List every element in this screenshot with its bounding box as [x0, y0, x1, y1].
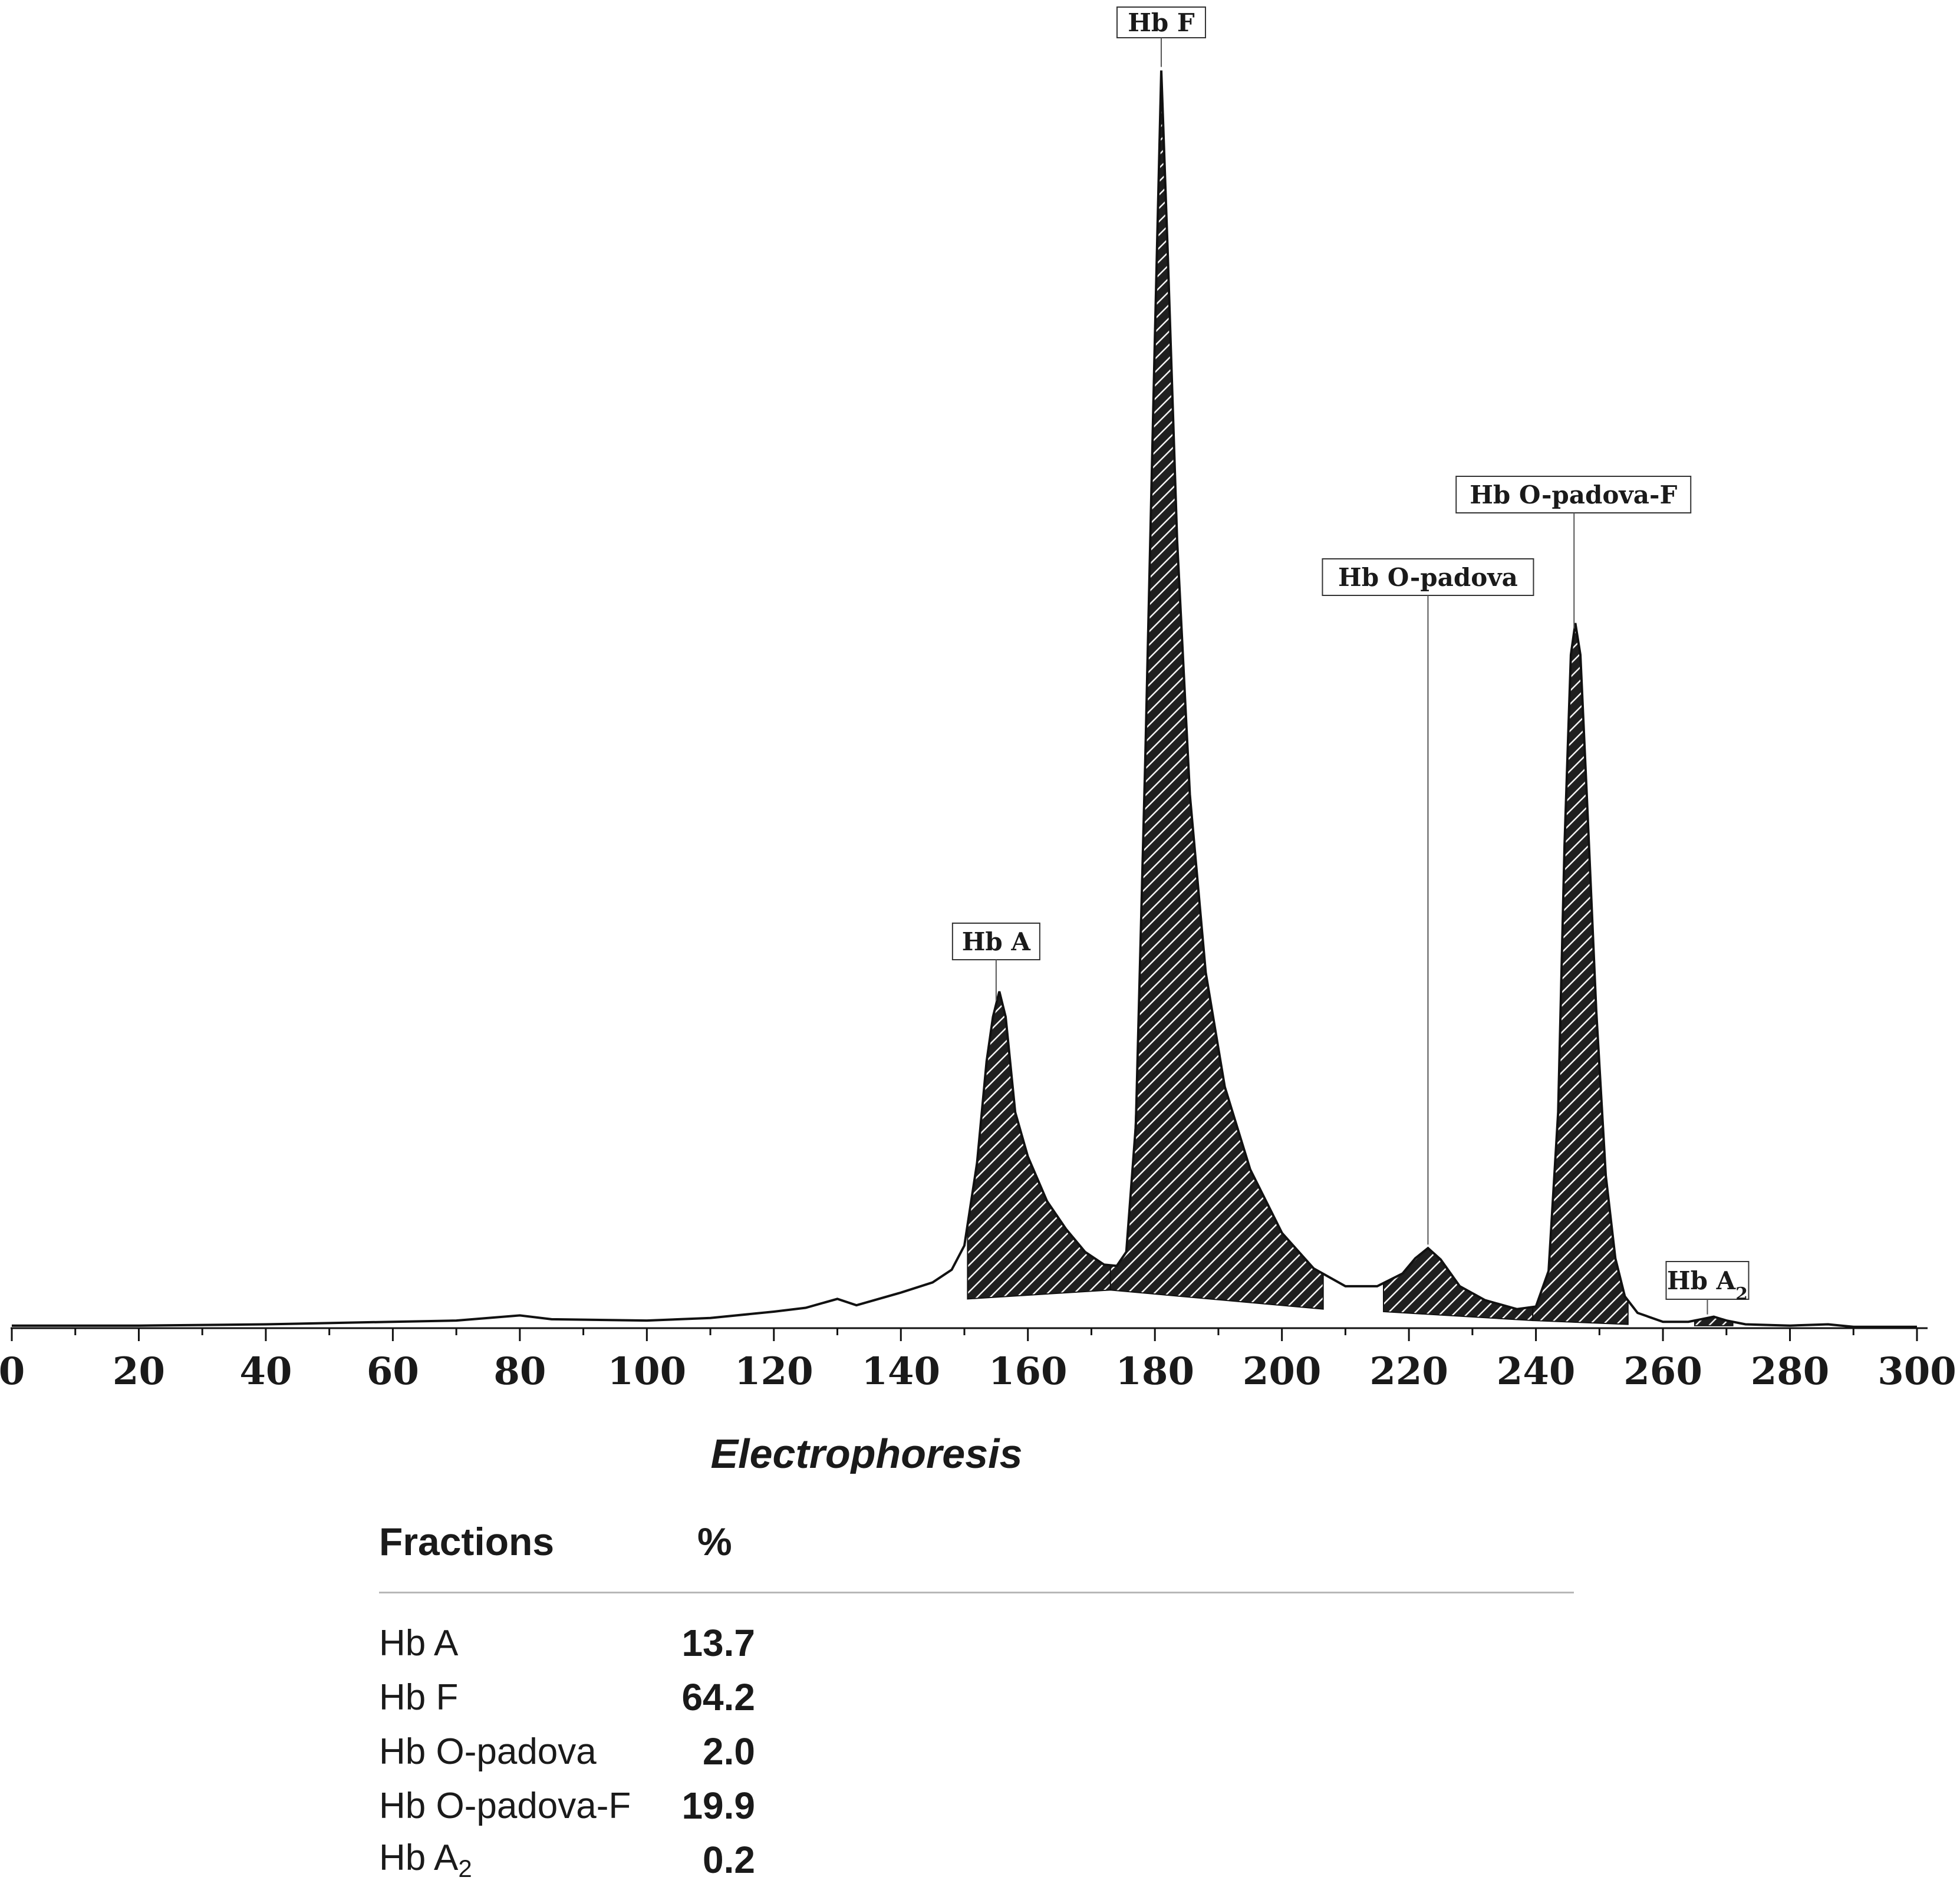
- x-tick-label: 60: [367, 1349, 419, 1394]
- fraction-percent: 13.7: [681, 1622, 755, 1664]
- fractions-column-header: Fractions: [379, 1520, 555, 1563]
- fractions-table: Fractions % Hb A 13.7 Hb F 64.2 Hb O-padova 2…: [379, 1509, 1574, 1887]
- x-tick-label: 160: [989, 1349, 1068, 1394]
- fractions-rows: Hb A 13.7 Hb F 64.2 Hb O-padova 2.0 Hb O-padov…: [379, 1616, 1574, 1887]
- fraction-percent: 2.0: [703, 1730, 755, 1773]
- fraction-name: Hb O-padova: [379, 1731, 597, 1772]
- fractions-table-header: Fractions %: [379, 1509, 1574, 1574]
- callout-box: [1116, 6, 1206, 38]
- x-tick-label: 300: [1877, 1349, 1956, 1394]
- callout-box: [1322, 558, 1534, 596]
- peak-label: Hb O-padova-F: [1470, 480, 1677, 509]
- fraction-row: Hb O-padova 2.0: [379, 1724, 1574, 1779]
- x-tick-label: 220: [1369, 1349, 1448, 1394]
- percent-column-header: %: [697, 1520, 732, 1563]
- fraction-row: Hb O-padova-F 19.9: [379, 1779, 1574, 1833]
- x-axis-title: Electrophoresis: [710, 1431, 1022, 1474]
- peak-callouts: Hb F Hb A Hb O-padova Hb O-padova-F Hb A2: [951, 6, 1750, 1315]
- callout-box: [1665, 1261, 1750, 1300]
- x-tick-label: 180: [1115, 1349, 1194, 1394]
- x-tick-label: 200: [1243, 1349, 1322, 1394]
- fraction-name: Hb F: [379, 1677, 459, 1718]
- callout-box: [951, 923, 1040, 960]
- fraction-row: Hb A2 0.2: [379, 1833, 1574, 1887]
- peak-label: Hb O-padova: [1338, 563, 1518, 592]
- peak-area-1: [1109, 82, 1324, 1310]
- x-tick-label: 0: [0, 1349, 25, 1394]
- table-divider: [379, 1592, 1574, 1593]
- electrophoresis-chart: 0 20 40 60 80 100 120 140 160 180 200 220 240 260 280 3…: [0, 6, 1956, 1474]
- fraction-row: Hb F 64.2: [379, 1670, 1574, 1724]
- fraction-name: Hb A2: [379, 1837, 472, 1882]
- peak-fills: [967, 82, 1734, 1326]
- peak-callout: Hb F: [1116, 6, 1206, 67]
- callout-box: [1455, 476, 1692, 513]
- peak-callout: Hb O-padova: [1322, 558, 1534, 1245]
- x-tick-label: 240: [1497, 1349, 1576, 1394]
- x-tick-label: 20: [113, 1349, 165, 1394]
- x-axis-ticks: 0 20 40 60 80 100 120 140 160 180 200 220 240 260 280 3…: [0, 1328, 1956, 1394]
- x-tick-label: 80: [493, 1349, 546, 1394]
- fraction-name: Hb A: [379, 1622, 459, 1664]
- x-tick-label: 120: [734, 1349, 813, 1394]
- peak-callout: Hb A: [951, 923, 1040, 1001]
- x-tick-label: 100: [608, 1349, 687, 1394]
- fraction-row: Hb A 13.7: [379, 1616, 1574, 1670]
- fraction-percent: 0.2: [703, 1839, 755, 1881]
- x-tick-label: 280: [1751, 1349, 1830, 1394]
- x-tick-label: 260: [1623, 1349, 1702, 1394]
- peak-callout: Hb A2: [1665, 1261, 1750, 1315]
- fraction-percent: 19.9: [681, 1784, 755, 1827]
- electropherogram-trace: [12, 70, 1917, 1328]
- peak-label: Hb F: [1128, 8, 1195, 37]
- fraction-percent: 64.2: [681, 1676, 755, 1718]
- peak-callout: Hb O-padova-F: [1455, 476, 1692, 629]
- fraction-name: Hb O-padova-F: [379, 1785, 631, 1826]
- peak-area-3: [1532, 625, 1629, 1325]
- x-tick-label: 40: [239, 1349, 292, 1394]
- peak-label: Hb A: [962, 927, 1032, 956]
- x-tick-label: 140: [861, 1349, 940, 1394]
